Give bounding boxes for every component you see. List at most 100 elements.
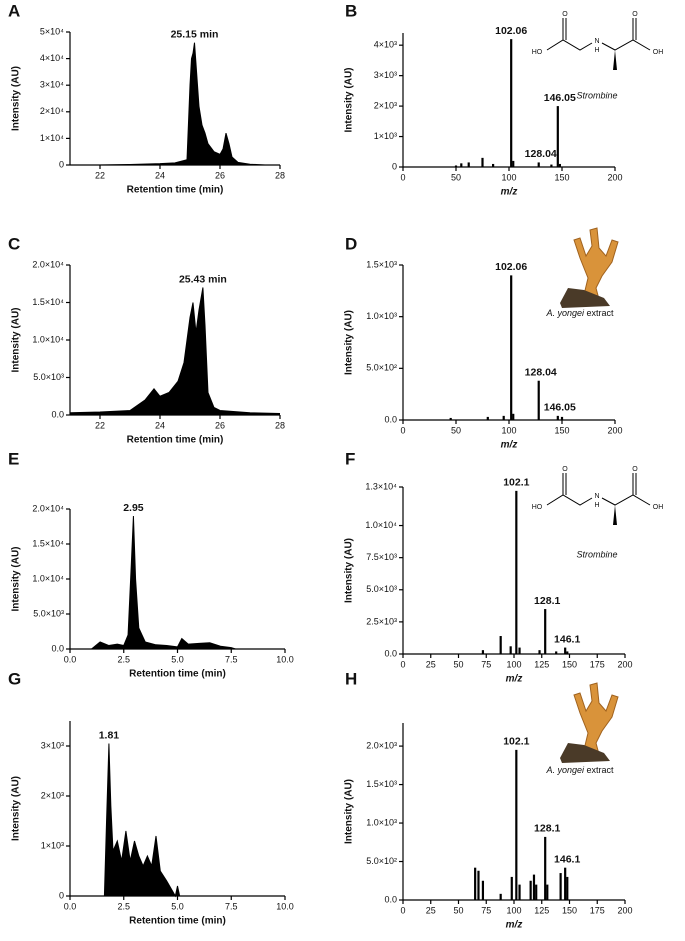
- y-tick-label: 3×10³: [374, 70, 397, 80]
- x-tick-label: 50: [451, 425, 461, 435]
- chromatogram-line: [69, 287, 281, 414]
- x-tick-label: 24: [155, 170, 165, 180]
- area-fill: [70, 42, 280, 165]
- atom: H: [594, 502, 599, 509]
- area-fill: [70, 743, 285, 896]
- inset-caption: A. yongei extract: [545, 308, 614, 318]
- atom: O: [562, 466, 568, 473]
- y-tick-label: 5.0×10³: [33, 608, 64, 618]
- chart-panel: A 0 1×10⁴ 2×10⁴ 3×10⁴ 4×10⁴ 5×10⁴ 22 24 26 28 Reten…: [8, 1, 285, 195]
- x-axis-label: m/z: [501, 187, 518, 198]
- x-tick-label: 175: [590, 905, 605, 915]
- chart-panel: B 0 1×10³ 2×10³ 3×10³ 4×10³ 0 50 100 150 200 m/z Int…: [344, 1, 623, 197]
- panel-letter: F: [345, 449, 355, 468]
- y-tick-label: 2.5×10³: [366, 616, 397, 626]
- y-tick-label: 1.0×10⁴: [365, 520, 397, 530]
- peak-label: 2.95: [123, 502, 144, 514]
- y-axis-label: Intensity (AU): [344, 310, 355, 375]
- y-tick-label: 2.0×10⁴: [32, 503, 64, 513]
- x-tick-label: 200: [607, 425, 622, 435]
- peak-label: 1.81: [99, 729, 120, 741]
- caption-text: extract: [587, 308, 615, 318]
- y-tick-label: 4×10⁴: [40, 53, 64, 63]
- y-tick-label: 1.5×10⁴: [32, 538, 64, 548]
- chart-panel: G 0 1×10³ 2×10³ 3×10³ 0.0 2.5 5.0 7.5 10.0 Retenti…: [8, 669, 294, 926]
- y-tick-label: 1.5×10³: [366, 259, 397, 269]
- x-tick-label: 5.0: [171, 901, 184, 911]
- atom: HO: [532, 49, 543, 56]
- x-tick-label: 0.0: [64, 654, 77, 664]
- peak-label: 128.04: [525, 148, 557, 160]
- y-tick-label: 0: [59, 159, 64, 169]
- x-tick-label: 150: [554, 425, 569, 435]
- y-axis-label: Intensity (AU): [11, 547, 22, 612]
- peak-label: 128.04: [525, 367, 557, 379]
- x-tick-label: 150: [554, 172, 569, 182]
- panel-letter: A: [8, 1, 20, 20]
- y-tick-label: 2×10³: [374, 100, 397, 110]
- wedge: [613, 505, 617, 525]
- peak-label: 146.1: [554, 853, 580, 865]
- atom: N: [594, 38, 599, 45]
- chart-panel: E 0.0 5.0×10³ 1.0×10⁴ 1.5×10⁴ 2.0×10⁴ 0.0 2.5 5.…: [8, 449, 294, 679]
- x-tick-label: 7.5: [225, 901, 238, 911]
- x-tick-label: 25: [426, 659, 436, 669]
- x-tick-label: 0: [400, 905, 405, 915]
- y-tick-label: 0.0: [51, 643, 64, 653]
- peak-label: 146.1: [554, 633, 580, 645]
- peak-label: 25.15 min: [171, 28, 219, 40]
- x-axis-label: m/z: [506, 674, 523, 685]
- x-tick-label: 75: [481, 659, 491, 669]
- x-tick-label: 28: [275, 420, 285, 430]
- x-tick-label: 26: [215, 170, 225, 180]
- y-axis-label: Intensity (AU): [11, 776, 22, 841]
- atom: OH: [653, 504, 664, 511]
- y-tick-label: 0.0: [384, 894, 397, 904]
- panel-letter: C: [8, 234, 20, 253]
- y-tick-label: 1.0×10⁴: [32, 573, 64, 583]
- panel-letter: H: [345, 669, 357, 688]
- x-axis-label: Retention time (min): [129, 669, 226, 680]
- y-tick-label: 1.3×10⁴: [365, 481, 397, 491]
- peak-label: 102.1: [503, 736, 529, 748]
- peak-label: 102.1: [503, 477, 529, 489]
- panel-letter: E: [8, 449, 19, 468]
- x-tick-label: 22: [95, 420, 105, 430]
- x-tick-label: 7.5: [225, 654, 238, 664]
- coral-branch: [573, 682, 619, 759]
- caption-text: extract: [587, 765, 615, 775]
- chart-panel: F 0.0 2.5×10³ 5.0×10³ 7.5×10³ 1.0×10⁴ 1.3×10⁴ 0…: [344, 449, 633, 684]
- peak-label: 146.05: [544, 92, 576, 104]
- inset-caption: A. yongei extract: [545, 765, 614, 775]
- y-axis-label: Intensity (AU): [344, 779, 355, 844]
- peak-label: 128.1: [534, 595, 560, 607]
- y-axis-label: Intensity (AU): [11, 308, 22, 373]
- y-tick-label: 1×10⁴: [40, 133, 64, 143]
- bonds: [546, 473, 651, 506]
- y-tick-label: 0: [59, 890, 64, 900]
- atom: H: [594, 47, 599, 54]
- y-tick-label: 0: [392, 161, 397, 171]
- y-tick-label: 3×10³: [41, 740, 64, 750]
- x-tick-label: 25: [426, 905, 436, 915]
- y-tick-label: 5×10⁴: [40, 26, 64, 36]
- chromatogram-line: [70, 515, 285, 650]
- x-tick-label: 150: [562, 905, 577, 915]
- x-tick-label: 100: [501, 172, 516, 182]
- x-tick-label: 75: [481, 905, 491, 915]
- peak-label: 128.1: [534, 823, 560, 835]
- x-tick-label: 28: [275, 170, 285, 180]
- chart-panel: H 0.0 5.0×10² 1.0×10³ 1.5×10³ 2.0×10³ 0 25 50 75 1…: [344, 669, 633, 930]
- inset-caption: Strombine: [576, 90, 617, 100]
- y-tick-label: 5.0×10²: [366, 856, 397, 866]
- x-tick-label: 26: [215, 420, 225, 430]
- x-tick-label: 22: [95, 170, 105, 180]
- x-tick-label: 0.0: [64, 901, 77, 911]
- x-tick-label: 200: [607, 172, 622, 182]
- y-axis-label: Intensity (AU): [344, 538, 355, 603]
- x-tick-label: 125: [534, 905, 549, 915]
- atom: OH: [653, 49, 664, 56]
- x-tick-label: 0: [400, 659, 405, 669]
- x-tick-label: 200: [617, 659, 632, 669]
